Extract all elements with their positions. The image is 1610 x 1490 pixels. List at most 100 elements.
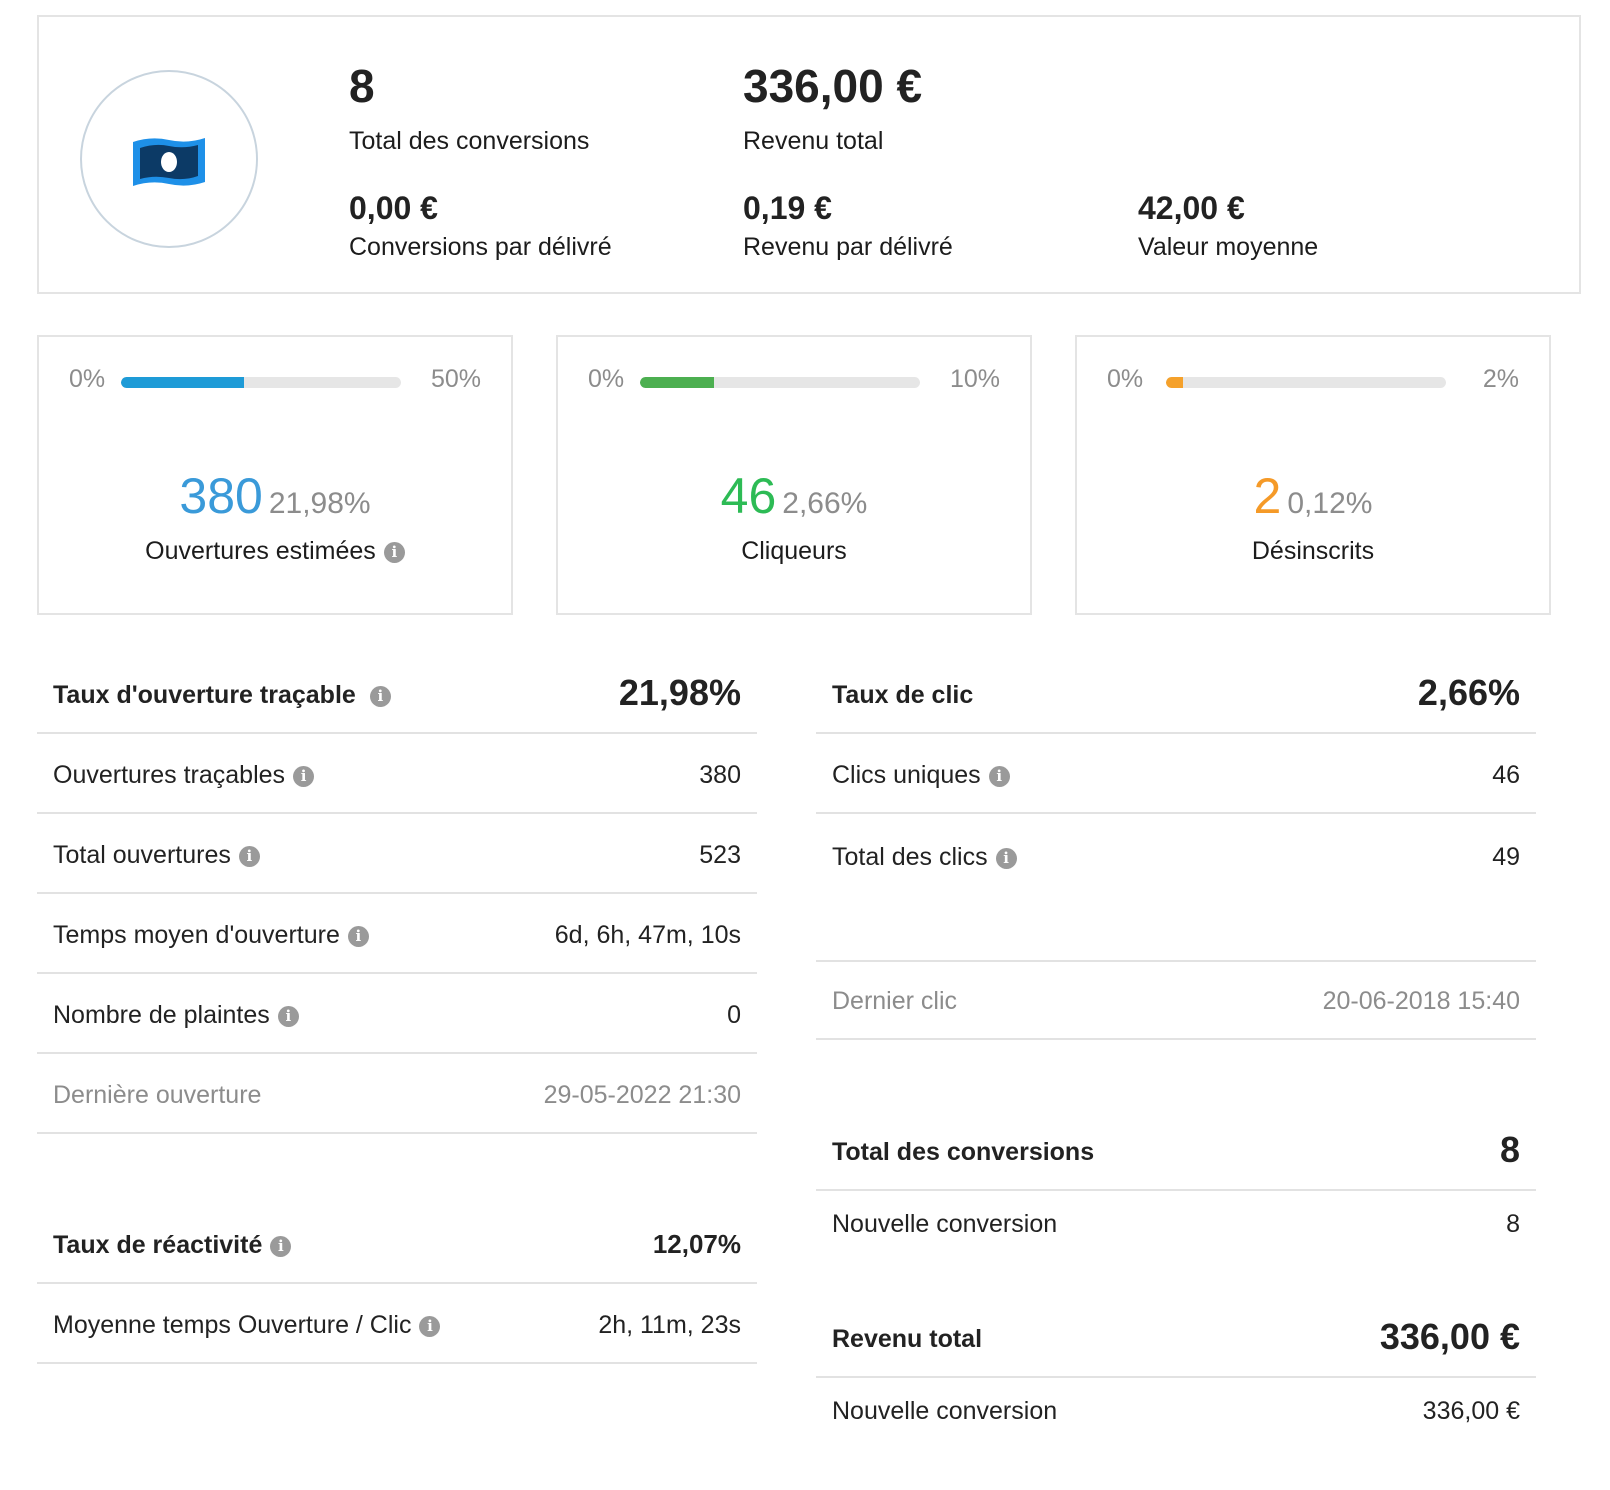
info-icon[interactable]: i <box>383 542 405 563</box>
total-revenue-label: Revenu total <box>743 127 884 155</box>
estimated-opens-percent: 21,98% <box>268 487 371 520</box>
trackable-opens-value: 380 <box>699 761 741 789</box>
reactivity-rate-value: 12,07% <box>652 1229 741 1259</box>
unique-clicks-value: 46 <box>1492 761 1520 789</box>
estimated-opens-label: Ouvertures estimées <box>145 537 376 565</box>
click-rate-header: Taux de clic 2,66% <box>816 654 1536 734</box>
estimated-opens-count: 380 <box>179 468 263 524</box>
stat-total-conversions: 8 Total des conversions <box>349 63 589 156</box>
new-conversion-revenue-label: Nouvelle conversion <box>832 1397 1058 1425</box>
stat-row-average-open-time: Temps moyen d'ouverture i 6d, 6h, 47m, 10… <box>37 894 757 974</box>
revenue-total-label: Revenu total <box>832 1325 983 1353</box>
info-icon[interactable]: i <box>347 926 369 947</box>
trackable-opens-label: Ouvertures traçables <box>53 761 286 789</box>
new-conversion-revenue-value: 336,00 € <box>1422 1397 1520 1425</box>
total-clicks-value: 49 <box>1492 843 1520 871</box>
info-icon[interactable]: i <box>419 1316 441 1337</box>
unsubscribed-progress-fill <box>1166 377 1183 388</box>
opens-progress-fill <box>121 377 245 388</box>
card-main-value: 46 2,66% <box>558 467 1030 525</box>
stat-conversions-per-delivered: 0,00 € Conversions par délivré <box>349 192 612 262</box>
stat-row-complaints: Nombre de plaintes i 0 <box>37 974 757 1054</box>
total-opens-label: Total ouvertures <box>53 841 231 869</box>
stat-total-revenue: 336,00 € Revenu total <box>743 63 922 156</box>
conversions-header: Total des conversions 8 <box>816 1111 1536 1191</box>
click-rate-label: Taux de clic <box>832 681 974 709</box>
revenue-total-value: 336,00 € <box>1379 1316 1520 1357</box>
stat-average-value: 42,00 € Valeur moyenne <box>1138 192 1318 262</box>
open-click-time-value: 2h, 11m, 23s <box>598 1311 741 1339</box>
last-open-label: Dernière ouverture <box>53 1081 262 1109</box>
info-icon[interactable]: i <box>277 1006 299 1027</box>
card-estimated-opens: 0% 50% 380 21,98% Ouvertures estimées i <box>37 335 513 615</box>
clickers-progress-bar <box>640 377 920 388</box>
clickers-label: Cliqueurs <box>741 537 847 565</box>
info-icon[interactable]: i <box>988 766 1010 787</box>
open-click-time-label: Moyenne temps Ouverture / Clic <box>53 1311 412 1339</box>
total-opens-value: 523 <box>699 841 741 869</box>
reactivity-rate-label: Taux de réactivité <box>53 1231 263 1259</box>
card-clickers: 0% 10% 46 2,66% Cliqueurs <box>556 335 1032 615</box>
unsubscribed-percent: 0,12% <box>1287 487 1373 520</box>
stat-row-unique-clicks: Clics uniques i 46 <box>816 734 1536 814</box>
conversion-summary-card: 8 Total des conversions 336,00 € Revenu … <box>37 15 1581 294</box>
total-clicks-label: Total des clics <box>832 843 988 871</box>
unique-clicks-label: Clics uniques <box>832 761 981 789</box>
stat-row-new-conversion: Nouvelle conversion 8 <box>816 1191 1536 1261</box>
info-icon[interactable]: i <box>995 848 1017 869</box>
progress-max-label: 50% <box>430 365 481 393</box>
unsubscribed-count: 2 <box>1253 468 1282 524</box>
stat-revenue-per-delivered: 0,19 € Revenu par délivré <box>743 192 953 262</box>
total-revenue-value: 336,00 € <box>743 60 923 112</box>
stat-row-total-opens: Total ouvertures i 523 <box>37 814 757 894</box>
conversions-per-delivered-value: 0,00 € <box>349 190 438 226</box>
clickers-progress-fill <box>640 377 715 388</box>
info-icon[interactable]: i <box>270 1236 292 1257</box>
info-icon[interactable]: i <box>369 686 391 707</box>
open-rate-value: 21,98% <box>618 672 741 713</box>
average-open-time-value: 6d, 6h, 47m, 10s <box>554 921 741 949</box>
opens-progress-bar <box>121 377 401 388</box>
info-icon[interactable]: i <box>293 766 315 787</box>
revenue-per-delivered-label: Revenu par délivré <box>743 233 953 261</box>
average-open-time-label: Temps moyen d'ouverture <box>53 921 340 949</box>
banknote-icon <box>133 138 205 186</box>
progress-max-label: 10% <box>949 365 1000 393</box>
card-unsubscribed: 0% 2% 2 0,12% Désinscrits <box>1075 335 1551 615</box>
clickers-percent: 2,66% <box>782 487 868 520</box>
last-open-value: 29-05-2022 21:30 <box>543 1081 741 1109</box>
total-conversions-value: 8 <box>349 60 375 112</box>
stat-row-new-conversion-revenue: Nouvelle conversion 336,00 € <box>816 1378 1536 1448</box>
average-value-value: 42,00 € <box>1138 190 1245 226</box>
stat-row-total-clicks: Total des clics i 49 <box>816 814 1536 894</box>
open-rate-label: Taux d'ouverture traçable <box>53 681 356 709</box>
card-main-value: 2 0,12% <box>1077 467 1549 525</box>
money-icon-circle <box>80 70 258 248</box>
unsubscribed-progress-bar <box>1166 377 1446 388</box>
revenue-header: Revenu total 336,00 € <box>816 1298 1536 1378</box>
conversions-total-value: 8 <box>1499 1129 1520 1170</box>
new-conversion-value: 8 <box>1506 1210 1520 1238</box>
click-rate-value: 2,66% <box>1417 672 1520 713</box>
total-conversions-label: Total des conversions <box>349 127 590 155</box>
progress-min-label: 0% <box>69 365 106 393</box>
unsubscribed-label: Désinscrits <box>1251 537 1375 565</box>
conversions-per-delivered-label: Conversions par délivré <box>349 233 612 261</box>
clickers-count: 46 <box>720 468 777 524</box>
new-conversion-label: Nouvelle conversion <box>832 1210 1058 1238</box>
complaints-label: Nombre de plaintes <box>53 1001 270 1029</box>
progress-min-label: 0% <box>1107 365 1144 393</box>
stat-row-open-click-time: Moyenne temps Ouverture / Clic i 2h, 11m,… <box>37 1284 757 1364</box>
card-caption: Ouvertures estimées i <box>39 537 511 566</box>
stat-row-last-open: Dernière ouverture 29-05-2022 21:30 <box>37 1054 757 1134</box>
reactivity-rate-header: Taux de réactivité i 12,07% <box>37 1204 757 1284</box>
conversions-total-label: Total des conversions <box>832 1138 1095 1166</box>
last-click-value: 20-06-2018 15:40 <box>1322 987 1520 1015</box>
stat-row-trackable-opens: Ouvertures traçables i 380 <box>37 734 757 814</box>
card-main-value: 380 21,98% <box>39 467 511 525</box>
revenue-per-delivered-value: 0,19 € <box>743 190 832 226</box>
progress-min-label: 0% <box>588 365 625 393</box>
open-rate-header: Taux d'ouverture traçable i 21,98% <box>37 654 757 734</box>
info-icon[interactable]: i <box>238 846 260 867</box>
card-caption: Cliqueurs <box>558 537 1030 566</box>
